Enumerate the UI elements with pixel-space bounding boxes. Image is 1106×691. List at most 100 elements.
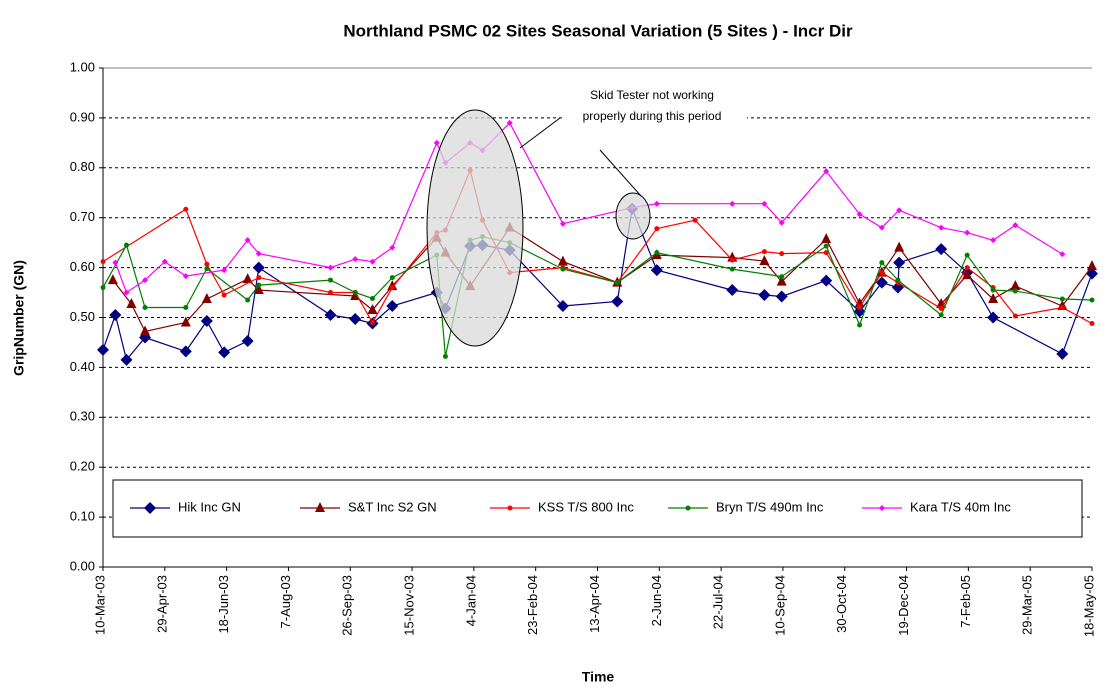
y-tick-label: 0.60: [70, 259, 95, 274]
point: [112, 259, 119, 266]
point: [442, 353, 448, 359]
point: [100, 259, 106, 265]
point: [142, 277, 149, 284]
point: [654, 250, 660, 256]
x-tick-label: 7-Aug-03: [278, 575, 293, 628]
y-tick-label: 0.40: [70, 359, 95, 374]
point: [964, 252, 970, 258]
point: [109, 309, 122, 322]
y-tick-label: 1.00: [70, 59, 95, 74]
point: [964, 229, 971, 236]
legend-marker: [879, 505, 885, 511]
annotation: Skid Tester not working: [590, 88, 714, 102]
point: [327, 277, 333, 283]
point: [123, 242, 129, 248]
point: [433, 139, 440, 146]
point: [200, 314, 213, 327]
point: [857, 322, 863, 328]
point: [650, 264, 663, 277]
point: [779, 274, 785, 280]
point: [367, 304, 378, 315]
point: [896, 207, 903, 214]
legend-marker: [144, 502, 156, 514]
point: [1089, 297, 1095, 303]
point: [327, 290, 333, 296]
point: [204, 261, 210, 267]
point: [252, 261, 265, 274]
chart-title: Northland PSMC 02 Sites Seasonal Variati…: [343, 21, 853, 40]
point: [823, 168, 830, 175]
y-axis-title: GripNumber (GN): [11, 260, 27, 376]
annotation-box: [562, 86, 747, 126]
point: [729, 257, 735, 263]
point: [879, 260, 885, 266]
point: [964, 265, 970, 271]
y-tick-label: 0.50: [70, 309, 95, 324]
legend-marker: [685, 505, 691, 511]
y-tick-label: 0.30: [70, 409, 95, 424]
point: [352, 256, 359, 263]
point: [241, 334, 254, 347]
point: [692, 217, 698, 223]
point: [560, 266, 566, 272]
x-tick-label: 7-Feb-05: [958, 575, 973, 628]
point: [775, 290, 788, 303]
x-axis-title: Time: [582, 669, 615, 685]
point: [370, 296, 376, 302]
point: [97, 343, 109, 356]
point: [369, 258, 376, 265]
point: [879, 270, 885, 276]
point: [894, 241, 905, 252]
x-tick-label: 26-Sep-03: [340, 575, 355, 636]
x-tick-label: 30-Oct-04: [834, 575, 849, 633]
x-tick-label: 18-Jun-03: [216, 575, 231, 634]
point: [506, 119, 513, 126]
point: [201, 293, 212, 304]
point: [821, 233, 832, 244]
legend-label: S&T Inc S2 GN: [348, 499, 437, 514]
point: [559, 220, 566, 227]
annotation: properly during this period: [583, 109, 722, 123]
point: [556, 300, 569, 313]
point: [327, 264, 334, 271]
series-line: [102, 206, 1093, 362]
point: [761, 200, 768, 207]
x-tick-label: 2-Jun-04: [649, 575, 664, 626]
point: [1059, 296, 1065, 302]
point: [823, 243, 829, 249]
point: [1010, 280, 1021, 291]
point: [161, 258, 168, 265]
point: [878, 224, 885, 231]
point: [349, 312, 362, 325]
point: [935, 243, 948, 256]
point: [653, 200, 660, 207]
point: [123, 289, 130, 296]
point: [726, 284, 739, 297]
legend-marker: [315, 502, 325, 512]
x-tick-label: 4-Jan-04: [463, 575, 478, 626]
point: [204, 266, 210, 272]
point: [386, 300, 399, 313]
series-line: [112, 226, 1093, 333]
point: [183, 206, 189, 212]
point: [857, 305, 863, 311]
point: [988, 293, 999, 304]
point: [761, 249, 767, 255]
point: [875, 276, 888, 289]
point: [1012, 222, 1019, 229]
point: [779, 251, 785, 257]
point: [853, 305, 866, 318]
x-tick-label: 29-Apr-03: [154, 575, 169, 633]
legend-label: Bryn T/S 490m Inc: [716, 499, 824, 514]
point: [557, 255, 568, 266]
point: [100, 285, 106, 291]
y-tick-label: 0.00: [70, 558, 95, 573]
legend-label: KSS T/S 800 Inc: [538, 499, 634, 514]
point: [182, 273, 189, 280]
point: [389, 285, 395, 291]
y-tick-label: 0.90: [70, 109, 95, 124]
point: [987, 311, 1000, 324]
point: [776, 275, 787, 286]
y-tick-label: 0.70: [70, 209, 95, 224]
